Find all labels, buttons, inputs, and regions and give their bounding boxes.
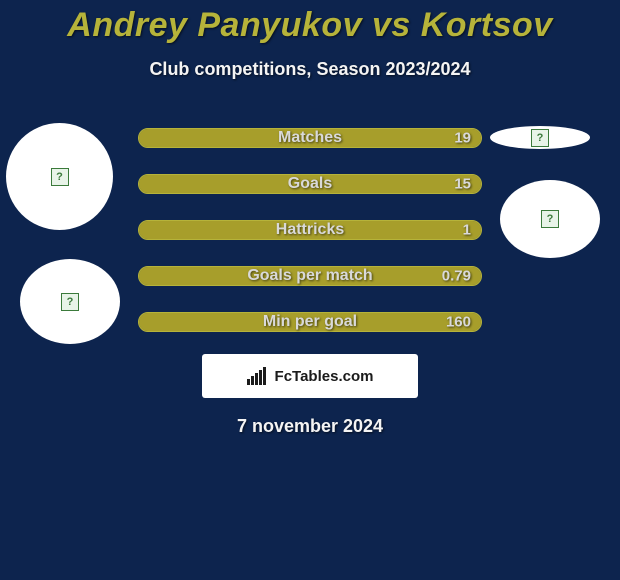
image-placeholder-icon bbox=[61, 293, 79, 311]
bar-chart-icon bbox=[247, 367, 269, 385]
stat-row: Goals 15 bbox=[138, 174, 482, 194]
stat-label: Matches bbox=[278, 129, 342, 147]
player-a-club-avatar bbox=[20, 259, 120, 344]
logo-bar bbox=[251, 376, 254, 385]
image-placeholder-icon bbox=[541, 210, 559, 228]
stat-row: Min per goal 160 bbox=[138, 312, 482, 332]
logo-bar bbox=[263, 367, 266, 385]
stat-row: Goals per match 0.79 bbox=[138, 266, 482, 286]
player-b-avatar bbox=[490, 126, 590, 149]
stat-row: Hattricks 1 bbox=[138, 220, 482, 240]
stat-label: Min per goal bbox=[263, 313, 357, 331]
logo-bar bbox=[255, 373, 258, 385]
stat-label: Goals per match bbox=[247, 267, 372, 285]
attribution-badge: FcTables.com bbox=[202, 354, 418, 398]
stat-value: 15 bbox=[454, 176, 471, 193]
stat-value: 1 bbox=[463, 222, 471, 239]
logo-bar bbox=[247, 379, 250, 385]
stat-value: 160 bbox=[446, 314, 471, 331]
stat-row: Matches 19 bbox=[138, 128, 482, 148]
image-placeholder-icon bbox=[531, 129, 549, 147]
page-subtitle: Club competitions, Season 2023/2024 bbox=[0, 59, 620, 80]
infographic-card: Andrey Panyukov vs Kortsov Club competit… bbox=[0, 0, 620, 580]
stat-value: 19 bbox=[454, 130, 471, 147]
stats-list: Matches 19 Goals 15 Hattricks 1 Goals per matc… bbox=[138, 128, 482, 332]
logo-bar bbox=[259, 370, 262, 385]
page-title: Andrey Panyukov vs Kortsov bbox=[0, 0, 620, 45]
image-placeholder-icon bbox=[51, 168, 69, 186]
player-b-club-avatar bbox=[500, 180, 600, 258]
attribution-label: FcTables.com bbox=[275, 368, 374, 385]
stat-label: Hattricks bbox=[276, 221, 344, 239]
stat-label: Goals bbox=[288, 175, 332, 193]
stat-value: 0.79 bbox=[442, 268, 471, 285]
date-line: 7 november 2024 bbox=[0, 416, 620, 437]
player-a-avatar bbox=[6, 123, 113, 230]
